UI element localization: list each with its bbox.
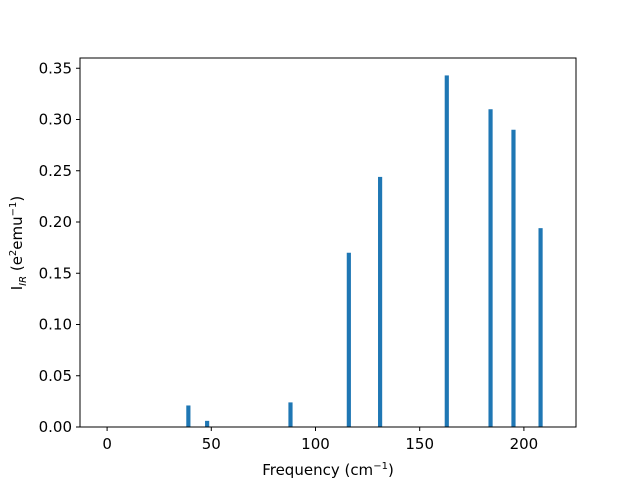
- x-tick-label: 150: [405, 435, 434, 453]
- bars-group: [186, 75, 543, 428]
- y-tick-label: 0.00: [39, 418, 72, 436]
- x-axis-label: Frequency (cm−1): [262, 461, 394, 479]
- y-tick-label: 0.05: [39, 367, 72, 385]
- bar: [511, 129, 516, 427]
- bar: [538, 228, 543, 427]
- x-tick-label: 50: [202, 435, 221, 453]
- y-axis-ticks: 0.00 0.05 0.10 0.15 0.20 0.25 0.30 0.35: [39, 59, 80, 436]
- plot-frame: [79, 57, 577, 428]
- bar: [288, 402, 293, 427]
- bar: [186, 405, 191, 427]
- bar: [346, 252, 351, 427]
- x-tick-label: 0: [102, 435, 112, 453]
- x-tick-label: 200: [510, 435, 539, 453]
- y-tick-label: 0.10: [39, 316, 72, 334]
- plot-background: [80, 58, 576, 427]
- bar: [488, 109, 493, 427]
- y-tick-label: 0.20: [39, 213, 72, 231]
- x-tick-label: 100: [301, 435, 330, 453]
- bar: [378, 176, 383, 427]
- y-tick-label: 0.15: [39, 264, 72, 282]
- bar: [444, 75, 449, 428]
- y-tick-label: 0.30: [39, 111, 72, 129]
- y-tick-label: 0.35: [39, 59, 72, 77]
- y-axis-label: IIR (e2emu−1): [8, 196, 29, 291]
- bar: [205, 420, 210, 427]
- x-axis-ticks: 0 50 100 150 200: [102, 427, 538, 453]
- y-tick-label: 0.25: [39, 162, 72, 180]
